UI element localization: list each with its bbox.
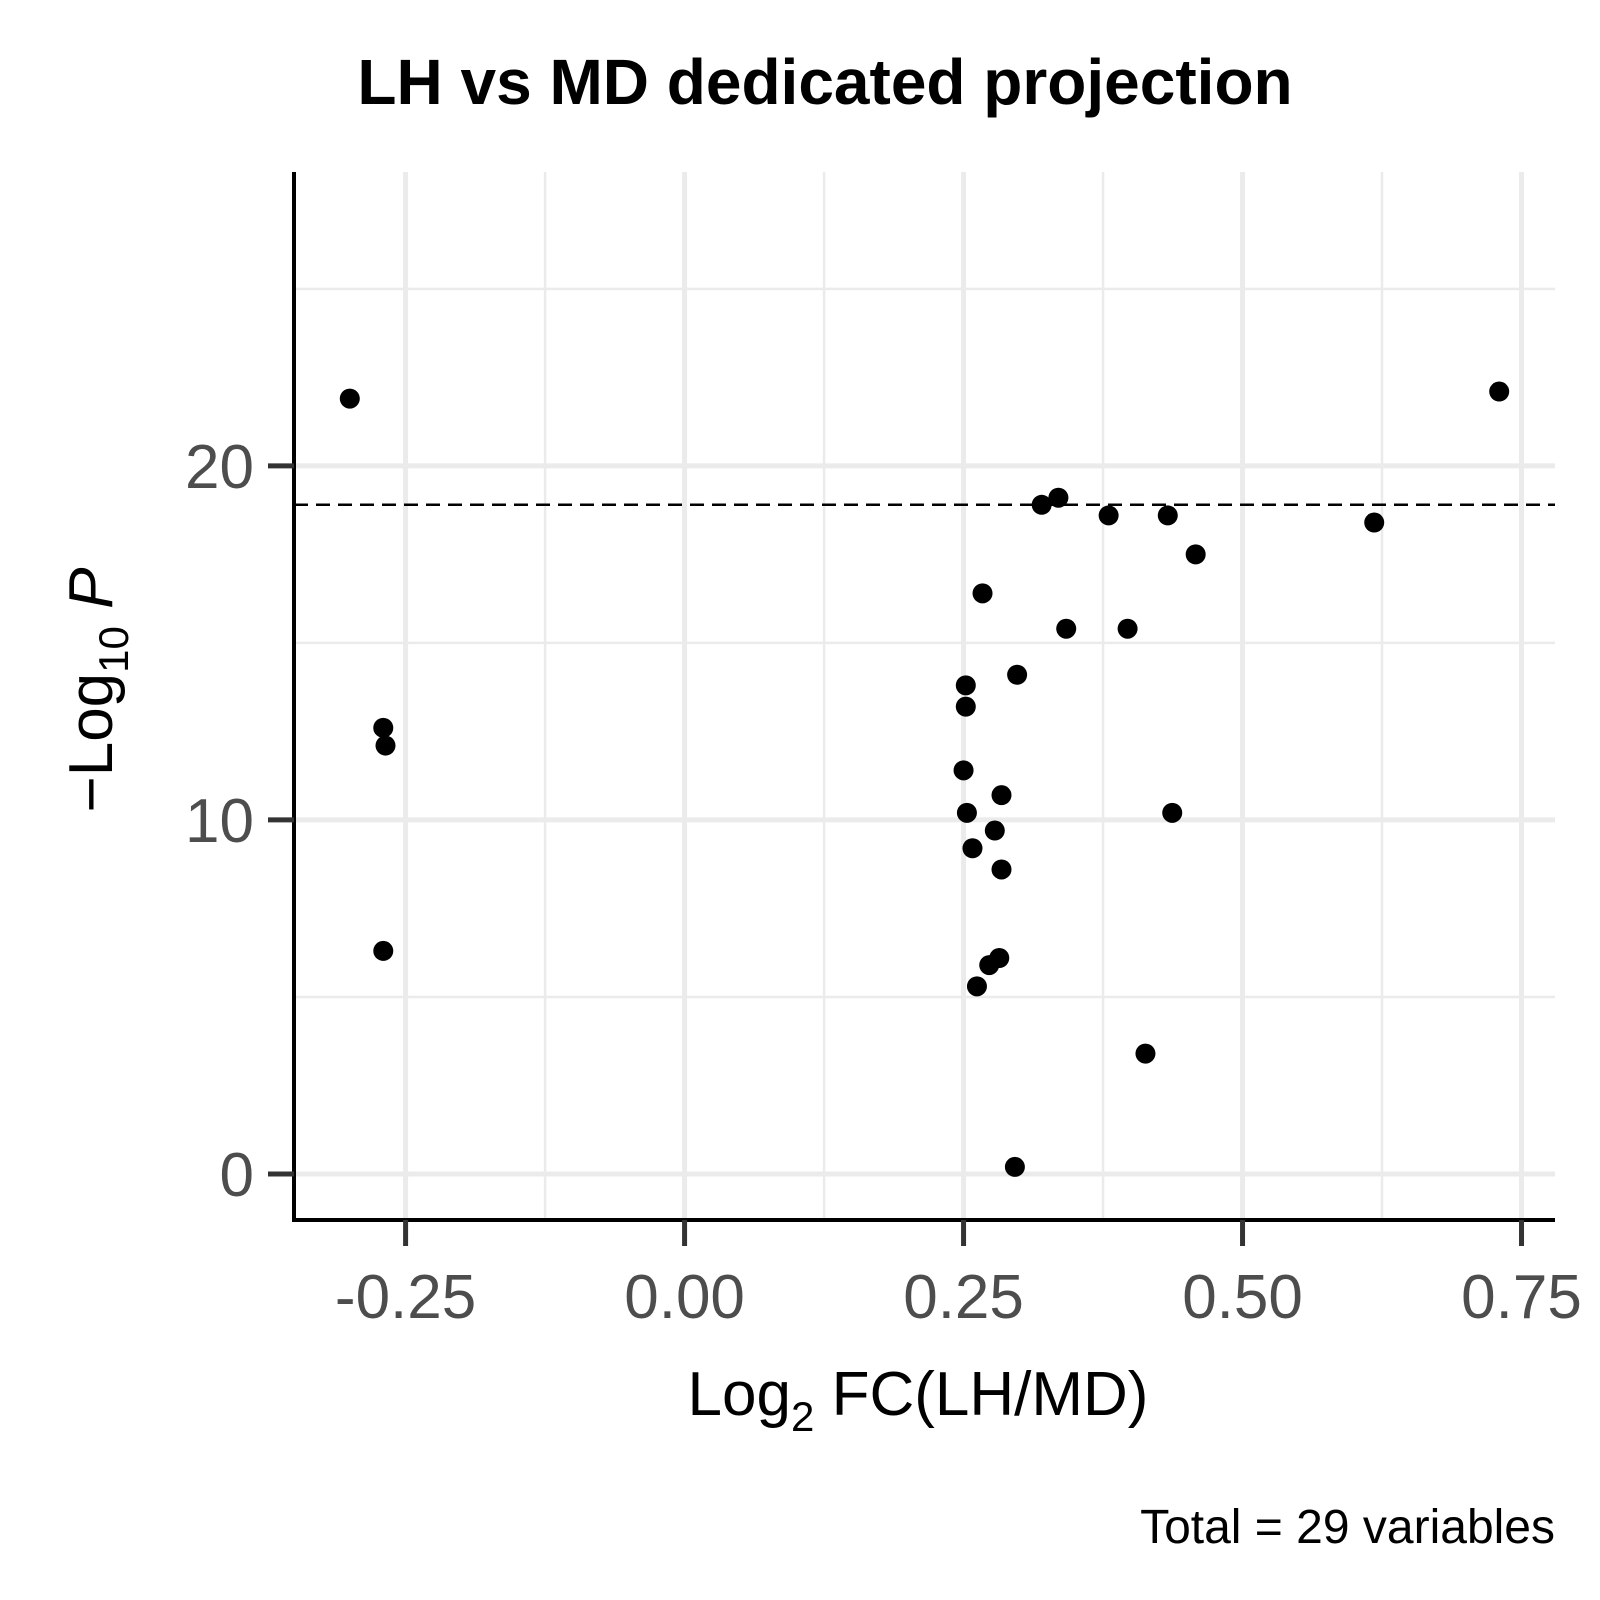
data-point [1048,487,1069,508]
x-tick-label: 0.00 [624,1263,745,1332]
x-tick-label: -0.25 [335,1263,476,1332]
data-point [373,717,394,738]
y-axis-label-subscript: 10 [90,626,137,673]
data-point [991,859,1012,880]
data-point [1056,618,1077,639]
data-point [1098,505,1119,526]
data-point [339,388,360,409]
x-axis-label-suffix: FC(LH/MD) [814,1360,1148,1429]
data-point [955,696,976,717]
data-point [1007,664,1028,685]
chart-caption: Total = 29 variables [1140,1501,1555,1554]
data-point [1157,505,1178,526]
data-point [962,838,983,859]
data-point [373,940,394,961]
y-tick-label: 20 [185,433,254,502]
data-point [972,583,993,604]
data-point [979,955,1000,976]
data-point [956,802,977,823]
data-point [1135,1043,1156,1064]
data-point [1117,618,1138,639]
grid-minor [294,172,1555,1220]
data-point [1489,381,1510,402]
x-tick-label: 0.50 [1182,1263,1303,1332]
x-axis-ticks: -0.25 0.00 0.25 0.50 0.75 [335,1220,1582,1332]
x-tick-label: 0.75 [1461,1263,1582,1332]
data-point [1364,512,1385,533]
x-axis-label: Log2 FC(LH/MD) [688,1360,1149,1440]
y-axis-label-suffix: P [57,568,126,627]
y-tick-label: 10 [185,787,254,856]
grid-major [294,172,1555,1220]
x-tick-label: 0.25 [903,1263,1024,1332]
y-axis-label-prefix: −Log [57,673,126,813]
data-point [955,675,976,696]
data-point [375,735,396,756]
data-point [953,760,974,781]
data-point [984,820,1005,841]
data-point [1031,494,1052,515]
data-point [966,976,987,997]
x-axis-label-prefix: Log [688,1360,791,1429]
data-point [991,785,1012,806]
data-point [1004,1156,1025,1177]
y-tick-label: 0 [220,1141,254,1210]
y-axis-label: −Log10 P [57,568,137,813]
x-axis-label-subscript: 2 [791,1393,814,1440]
chart-title: LH vs MD dedicated projection [357,46,1292,118]
data-points [339,381,1510,1177]
data-point [1162,802,1183,823]
y-axis-ticks: 0 10 20 [185,433,294,1210]
data-point [1185,544,1206,565]
